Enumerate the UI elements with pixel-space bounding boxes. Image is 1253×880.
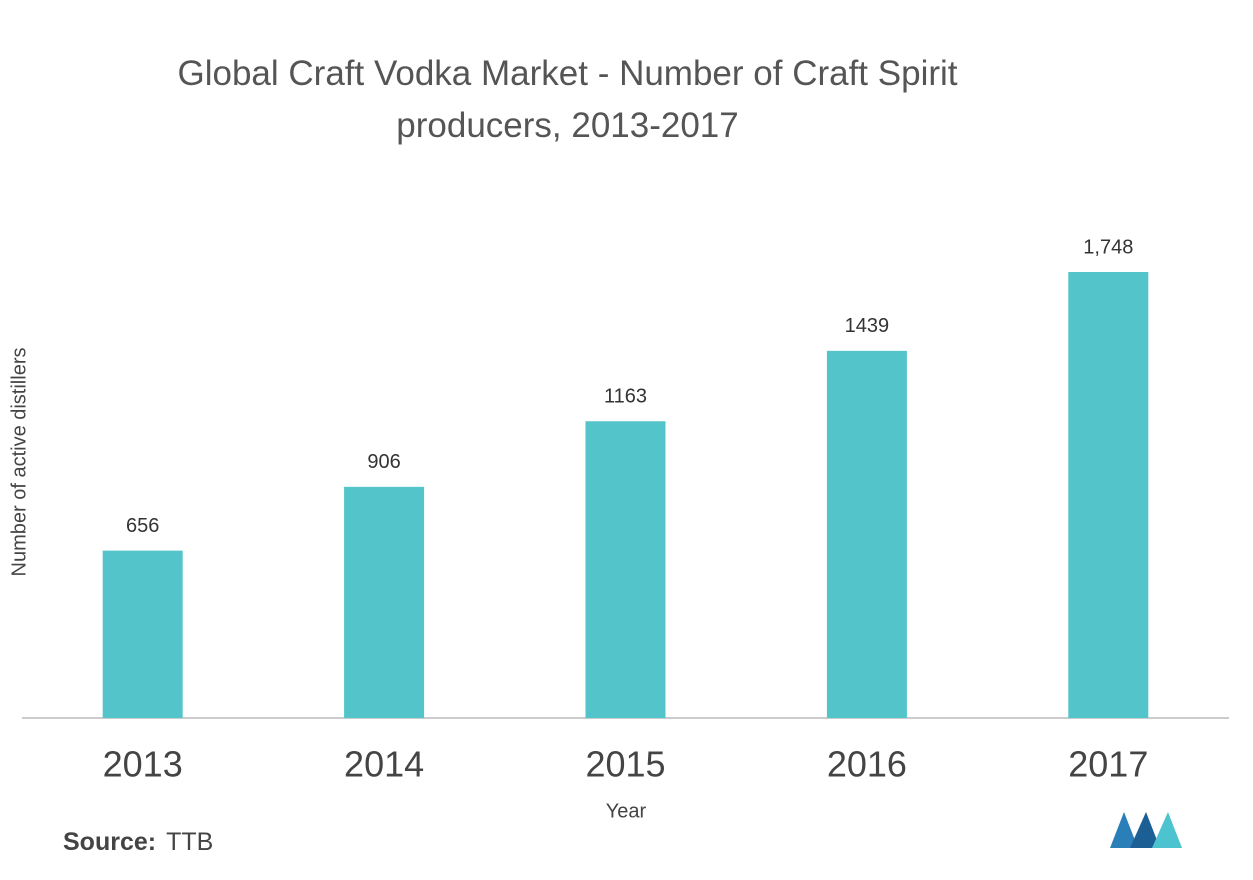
bar: [344, 486, 425, 718]
y-axis-label: Number of active distillers: [8, 348, 30, 577]
source: Source: TTB: [63, 828, 213, 857]
bar: [585, 421, 666, 718]
bar: [826, 350, 907, 718]
source-label: Source:: [63, 828, 157, 856]
x-tick-label: 2016: [827, 744, 907, 785]
bar: [102, 550, 183, 718]
value-label: 1439: [845, 315, 890, 337]
x-tick-label: 2015: [585, 744, 665, 785]
x-tick-label: 2017: [1068, 744, 1148, 785]
source-text: TTB: [166, 828, 214, 856]
value-label: 656: [126, 515, 159, 537]
bar: [1068, 272, 1149, 718]
value-label: 1163: [604, 386, 647, 408]
x-tick-label: 2014: [344, 744, 424, 785]
value-label: 1,748: [1083, 236, 1133, 258]
value-label: 906: [367, 451, 400, 473]
chart-title: Global Craft Vodka Market - Number of Cr…: [177, 54, 958, 145]
x-axis-label: Year: [606, 800, 647, 822]
logo: [1110, 812, 1182, 848]
x-tick-label: 2013: [103, 744, 183, 785]
